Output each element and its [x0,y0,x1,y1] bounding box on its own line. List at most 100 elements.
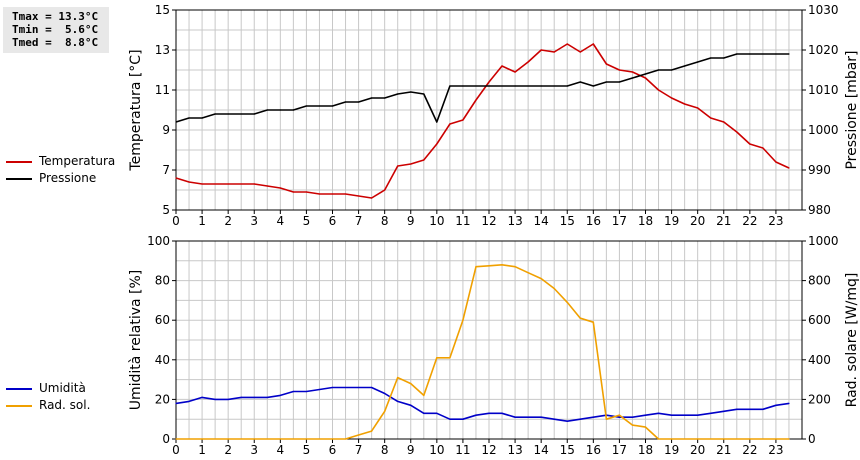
bottom-x-tick-label: 18 [638,443,653,457]
bottom-y-right-tick-label: 0 [808,432,816,446]
top-x-tick-label: 17 [612,214,627,228]
top-data-point [579,51,581,53]
top-data-point [397,165,399,167]
top-x-tick-label: 6 [329,214,337,228]
top-y-right-title: Pressione [mbar] [844,50,860,169]
top-y-left-tick-label: 15 [155,3,170,17]
top-data-point [736,131,738,133]
top-series-line-pressione [175,53,789,123]
top-x-tick-label: 15 [560,214,575,228]
bottom-data-point [749,438,751,440]
bottom-data-point [488,412,490,414]
bottom-y-left-tick-label: 20 [155,392,170,406]
bottom-y-right-tick-label: 200 [808,392,831,406]
top-data-point [344,193,347,195]
top-x-tick-label: 14 [534,214,549,228]
top-data-point [579,81,581,83]
bottom-x-tick-label: 4 [277,443,285,457]
top-data-point [710,57,712,59]
bottom-data-point [618,416,621,418]
bottom-data-point [762,408,764,410]
bottom-x-tick-label: 22 [742,443,757,457]
bottom-y-right-tick-label: 1000 [808,234,839,248]
top-data-point [371,197,373,199]
bottom-data-point [527,416,529,418]
bottom-y-left-tick-label: 60 [155,313,170,327]
top-x-tick-label: 18 [638,214,653,228]
top-x-tick-label: 23 [768,214,783,228]
top-data-point [305,191,307,193]
top-x-tick-label: 10 [429,214,444,228]
bottom-data-point [214,398,216,400]
bottom-x-tick-label: 17 [612,443,627,457]
bottom-data-point [358,434,360,436]
top-data-point [227,113,229,115]
bottom-data-point [227,398,229,400]
top-data-point [684,103,686,105]
bottom-y-right-title: Rad. solare [W/mq] [844,273,860,408]
top-data-point [514,85,516,87]
bottom-data-point [579,418,581,420]
top-data-point [775,53,777,55]
bottom-x-tick-label: 6 [329,443,337,457]
bottom-data-point [697,438,699,440]
bottom-data-point [644,426,647,428]
top-data-point [384,189,386,191]
bottom-data-point [579,317,581,319]
bottom-data-point [553,418,555,420]
top-data-point [605,81,608,83]
top-data-point [710,117,712,119]
bottom-x-tick-label: 14 [534,443,549,457]
bottom-data-point [397,400,399,402]
top-y-right-tick-label: 980 [808,203,831,217]
tmed-text: Tmed = 8.8°C [12,36,99,49]
top-data-point [762,147,764,149]
bottom-data-point [423,394,425,396]
top-data-point [684,65,686,67]
bottom-data-point [605,418,608,420]
top-data-point [514,71,516,73]
bottom-data-point [631,424,634,426]
bottom-data-point [436,357,438,359]
top-data-point [631,77,634,79]
bottom-y-right-tick-label: 600 [808,313,831,327]
top-data-point [214,113,216,115]
bottom-data-point [527,272,529,274]
bottom-data-point [331,438,334,440]
bottom-data-point [253,396,255,398]
top-x-tick-label: 11 [455,214,470,228]
bottom-x-tick-label: 11 [455,443,470,457]
tmin-text: Tmin = 5.6°C [12,23,99,36]
top-x-tick-label: 19 [664,214,679,228]
top-data-point [657,69,660,71]
top-data-point [358,101,360,103]
bottom-x-tick-label: 21 [716,443,731,457]
bottom-data-point [449,418,451,420]
bottom-x-tick-label: 8 [381,443,389,457]
bottom-data-point [475,266,477,268]
bottom-data-point [566,301,568,303]
top-x-tick-label: 7 [355,214,363,228]
bottom-data-point [305,438,307,440]
bottom-x-tick-label: 9 [407,443,415,457]
bottom-data-point [344,386,347,389]
bottom-x-tick-label: 19 [664,443,679,457]
bottom-data-point [344,438,347,440]
top-data-point [644,73,647,75]
top-data-point [436,121,438,123]
top-data-point [292,191,294,193]
legend-label-temperatura: Temperatura [39,154,116,168]
top-data-point [749,53,751,55]
bottom-data-point [201,396,203,398]
top-data-point [318,105,321,107]
top-y-right-tick-label: 1000 [808,123,839,137]
bottom-data-point [384,410,386,412]
top-x-tick-label: 1 [198,214,206,228]
bottom-data-point [305,390,307,393]
bottom-data-point [240,396,242,398]
bottom-y-left-tick-label: 0 [162,432,170,446]
bottom-data-point [279,394,281,396]
bottom-data-point [644,414,647,416]
legend-label-umidita: Umidità [39,381,86,395]
top-data-point [423,159,425,161]
